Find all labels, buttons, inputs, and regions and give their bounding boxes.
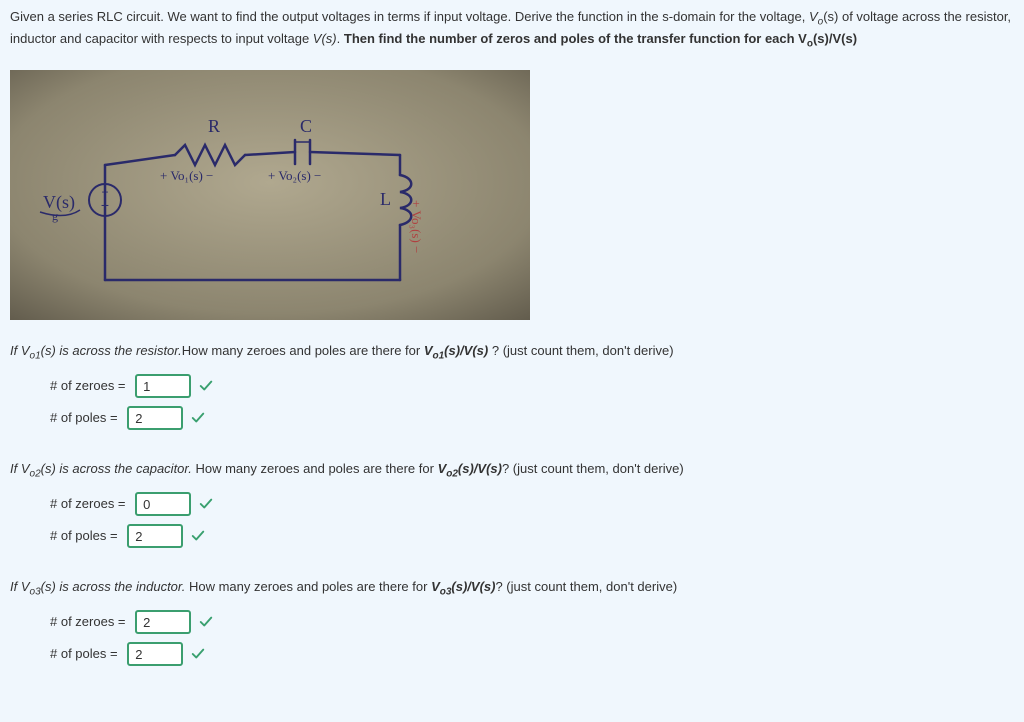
circuit-diagram: + − V(s) g R C L + Vo₁(s) − + Vo₂(s) − +… [10, 70, 530, 320]
check-icon [191, 411, 205, 425]
question-block-3: If Vo3(s) is across the inductor. How ma… [10, 578, 1014, 666]
problem-vs: V(s) [313, 31, 337, 46]
zeroes-input[interactable] [135, 374, 191, 398]
svg-text:L: L [380, 189, 391, 209]
poles-input[interactable] [127, 642, 183, 666]
poles-row: # of poles = [50, 642, 1014, 666]
question-prompt: If Vo3(s) is across the inductor. How ma… [10, 578, 1014, 600]
svg-text:+ Vo₂(s) −: + Vo₂(s) − [268, 168, 321, 183]
zeroes-label: # of zeroes = [50, 495, 129, 514]
poles-label: # of poles = [50, 645, 121, 664]
poles-input[interactable] [127, 524, 183, 548]
problem-bold-1: Then find the number of zeros and poles … [344, 31, 807, 46]
check-icon [199, 497, 213, 511]
check-icon [191, 647, 205, 661]
check-icon [199, 615, 213, 629]
question-block-1: If Vo1(s) is across the resistor.How man… [10, 342, 1014, 430]
svg-text:V(s): V(s) [43, 192, 75, 213]
zeroes-row: # of zeroes = [50, 492, 1014, 516]
problem-bold-2: (s)/V(s) [813, 31, 857, 46]
zeroes-row: # of zeroes = [50, 374, 1014, 398]
poles-row: # of poles = [50, 406, 1014, 430]
check-icon [191, 529, 205, 543]
problem-text-1: Given a series RLC circuit. We want to f… [10, 9, 809, 24]
question-prompt: If Vo1(s) is across the resistor.How man… [10, 342, 1014, 364]
svg-text:−: − [101, 197, 109, 213]
poles-input[interactable] [127, 406, 183, 430]
question-prompt: If Vo2(s) is across the capacitor. How m… [10, 460, 1014, 482]
poles-label: # of poles = [50, 409, 121, 428]
zeroes-input[interactable] [135, 610, 191, 634]
zeroes-label: # of zeroes = [50, 377, 129, 396]
svg-text:+ Vo₁(s) −: + Vo₁(s) − [160, 168, 213, 183]
svg-text:R: R [208, 116, 220, 136]
problem-text-5: . [337, 31, 344, 46]
zeroes-row: # of zeroes = [50, 610, 1014, 634]
problem-statement: Given a series RLC circuit. We want to f… [10, 8, 1014, 52]
poles-row: # of poles = [50, 524, 1014, 548]
svg-text:C: C [300, 116, 312, 136]
problem-vo: V [809, 9, 818, 24]
zeroes-input[interactable] [135, 492, 191, 516]
question-block-2: If Vo2(s) is across the capacitor. How m… [10, 460, 1014, 548]
check-icon [199, 379, 213, 393]
svg-text:+ Vo₃(s) −: + Vo₃(s) − [409, 200, 424, 253]
poles-label: # of poles = [50, 527, 121, 546]
zeroes-label: # of zeroes = [50, 613, 129, 632]
